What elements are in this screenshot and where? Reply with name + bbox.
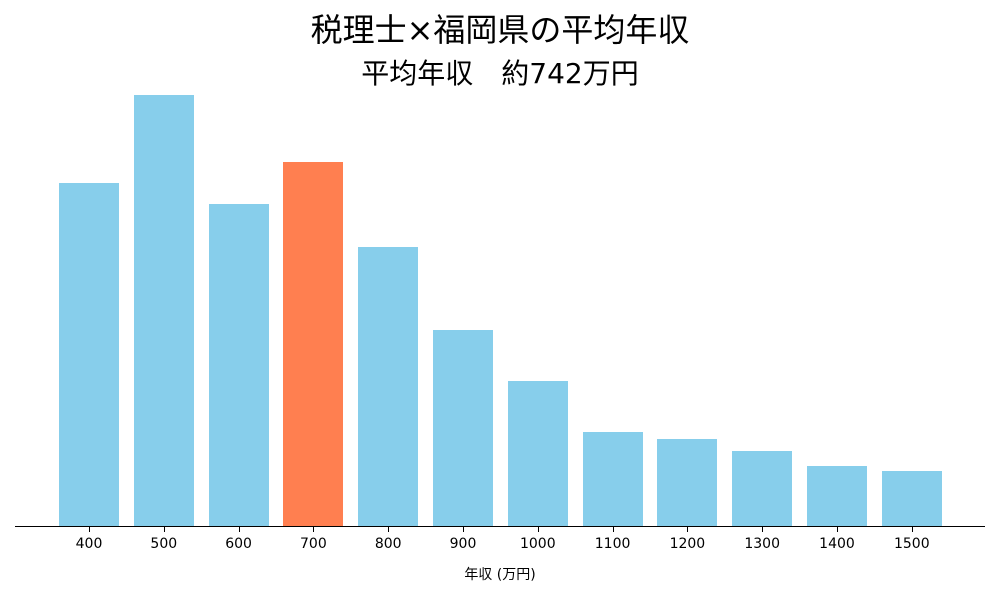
x-tick-label: 1400 — [819, 536, 855, 552]
x-tick — [463, 527, 464, 532]
x-tick-label: 1200 — [669, 536, 706, 552]
plot-area — [15, 60, 985, 527]
x-tick — [388, 527, 389, 532]
chart-title: 税理士×福岡県の平均年収 — [310, 11, 690, 49]
bar-900 — [433, 330, 493, 527]
x-tick-label: 600 — [225, 536, 252, 552]
bar-500 — [133, 95, 194, 527]
x-tick — [89, 527, 90, 532]
bar-1100 — [582, 432, 643, 527]
bar-1200 — [657, 439, 718, 527]
x-tick — [164, 527, 165, 532]
x-tick-label: 1500 — [893, 536, 930, 552]
x-tick — [912, 527, 913, 532]
x-tick-label: 1300 — [744, 536, 780, 552]
bar-1500 — [881, 471, 942, 527]
x-axis-label: 年収 (万円) — [464, 567, 536, 583]
x-tick — [613, 527, 614, 532]
x-tick-label: 1100 — [594, 536, 631, 552]
bar-400 — [59, 183, 119, 527]
x-tick — [837, 527, 838, 532]
x-tick — [687, 527, 688, 532]
x-tick-label: 700 — [300, 536, 327, 552]
x-tick — [239, 527, 240, 532]
x-tick — [538, 527, 539, 532]
bar-1400 — [807, 466, 867, 527]
x-tick-label: 500 — [150, 536, 178, 552]
bar-600 — [208, 204, 269, 527]
bar-800 — [358, 247, 419, 527]
x-tick-label: 900 — [449, 536, 477, 552]
x-tick — [762, 527, 763, 532]
bar-700 — [283, 162, 344, 527]
bar-1300 — [732, 451, 793, 527]
x-tick-label: 800 — [374, 536, 402, 552]
bar-1000 — [507, 381, 568, 527]
x-axis-line — [15, 526, 985, 527]
x-tick-label: 400 — [75, 536, 103, 552]
x-tick — [313, 527, 314, 532]
chart-subtitle: 平均年収 約742万円 — [361, 57, 639, 90]
x-tick-label: 1000 — [519, 536, 556, 552]
